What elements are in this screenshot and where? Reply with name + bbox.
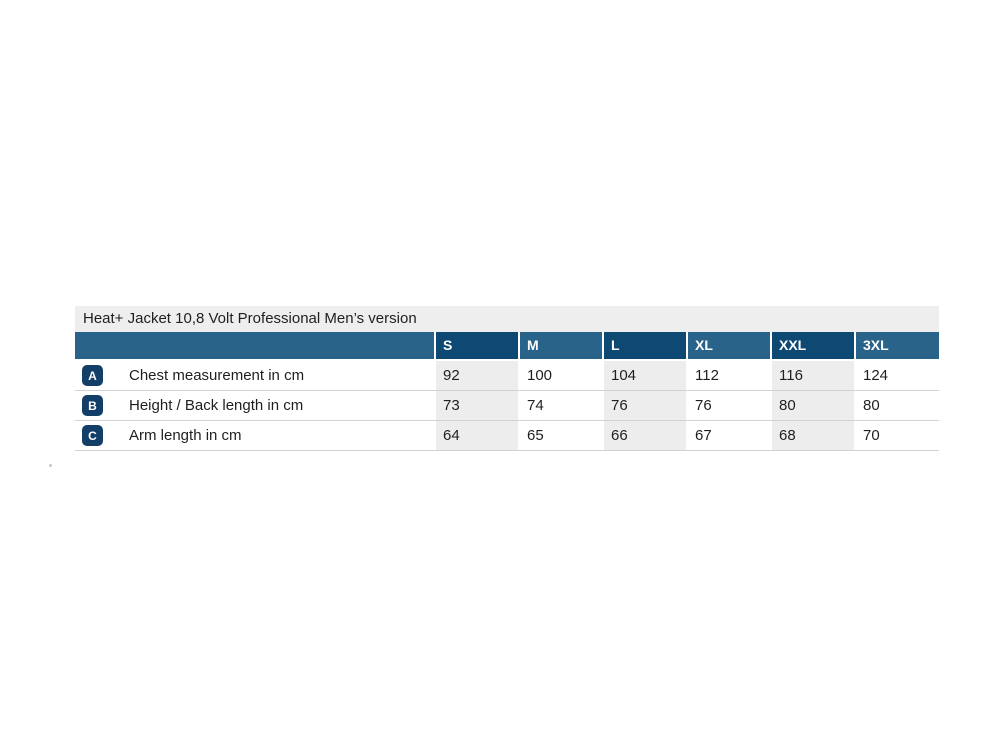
value-cell-l: 76: [602, 391, 686, 420]
value-cell-xxl: 80: [770, 391, 854, 420]
header-cell-size-3xl: 3XL: [854, 332, 939, 361]
row-description-cell: C Arm length in cm: [75, 421, 434, 450]
row-label: Arm length in cm: [129, 427, 242, 444]
row-label: Chest measurement in cm: [129, 367, 305, 384]
header-cell-size-xxl: XXL: [770, 332, 854, 361]
size-chart-header-row: S M L XL XXL 3XL: [75, 332, 939, 361]
value-cell-3xl: 80: [854, 391, 939, 420]
value-cell-l: 66: [602, 421, 686, 450]
value-cell-3xl: 124: [854, 361, 939, 390]
header-cell-size-xl: XL: [686, 332, 770, 361]
value-cell-xxl: 68: [770, 421, 854, 450]
value-cell-l: 104: [602, 361, 686, 390]
header-cell-size-l: L: [602, 332, 686, 361]
table-row-height-back: B Height / Back length in cm 73 74 76 76…: [75, 391, 939, 421]
header-cell-size-m: M: [518, 332, 602, 361]
value-cell-s: 92: [434, 361, 518, 390]
row-description-cell: A Chest measurement in cm: [75, 361, 434, 390]
stray-dot-artifact: [49, 464, 52, 467]
value-cell-m: 65: [518, 421, 602, 450]
value-cell-xl: 76: [686, 391, 770, 420]
value-cell-xxl: 116: [770, 361, 854, 390]
value-cell-s: 64: [434, 421, 518, 450]
row-label: Height / Back length in cm: [129, 397, 304, 414]
row-badge-c: C: [82, 425, 103, 446]
row-description-cell: B Height / Back length in cm: [75, 391, 434, 420]
header-cell-description: [75, 332, 434, 361]
size-chart-title: Heat+ Jacket 10,8 Volt Professional Men’…: [75, 306, 939, 332]
size-chart-table: Heat+ Jacket 10,8 Volt Professional Men’…: [75, 306, 939, 451]
header-cell-size-s: S: [434, 332, 518, 361]
row-badge-a: A: [82, 365, 103, 386]
row-badge-b: B: [82, 395, 103, 416]
table-row-arm-length: C Arm length in cm 64 65 66 67 68 70: [75, 421, 939, 451]
table-row-chest: A Chest measurement in cm 92 100 104 112…: [75, 361, 939, 391]
value-cell-s: 73: [434, 391, 518, 420]
value-cell-m: 74: [518, 391, 602, 420]
value-cell-3xl: 70: [854, 421, 939, 450]
value-cell-xl: 67: [686, 421, 770, 450]
value-cell-m: 100: [518, 361, 602, 390]
value-cell-xl: 112: [686, 361, 770, 390]
